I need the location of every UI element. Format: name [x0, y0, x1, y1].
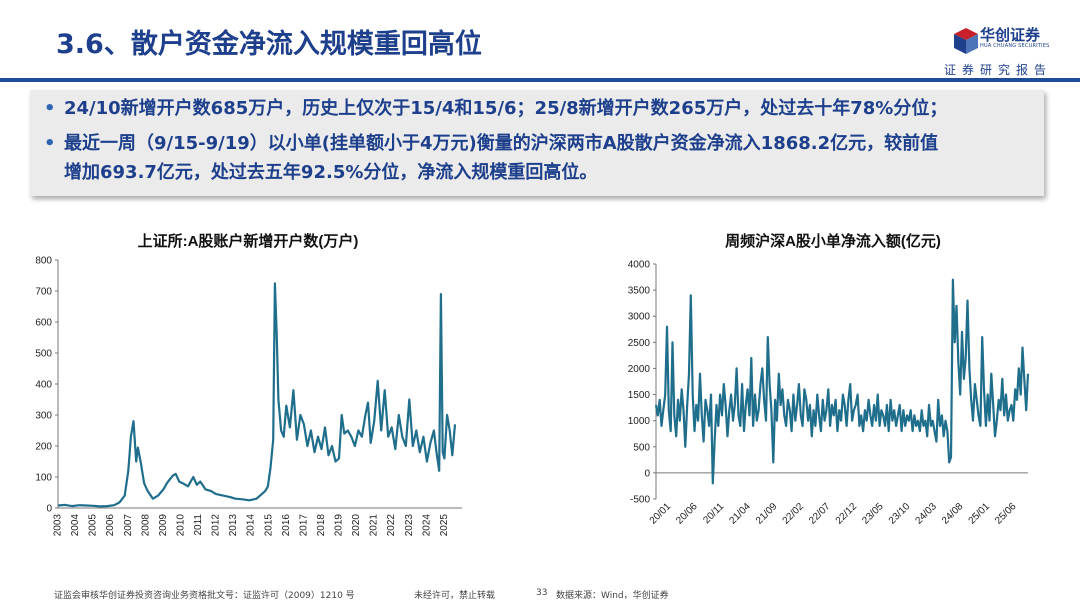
x-tick-label: 2019 [334, 514, 345, 537]
y-tick-label: 2500 [628, 338, 651, 349]
bullet-item: • 24/10新增开户数685万户，历史上仅次于15/4和15/6；25/8新增开… [44, 94, 947, 123]
x-tick-label: 2008 [140, 514, 151, 537]
x-tick-label: 24/03 [913, 501, 939, 527]
y-tick-label: 0 [46, 504, 52, 515]
x-tick-label: 21/04 [727, 501, 753, 527]
y-tick-label: 0 [644, 468, 650, 479]
data-series-line [57, 282, 457, 508]
page-title: 3.6、散户资金净流入规模重回高位 [56, 29, 482, 60]
x-tick-label: 2012 [211, 514, 222, 537]
x-tick-label: 22/12 [834, 501, 860, 527]
chart-title: 周频沪深A股小单净流入额(亿元) [725, 232, 941, 250]
bullet-text: 最近一周（9/15-9/19）以小单(挂单额小于4万元)衡量的沪深两市A股散户资… [64, 133, 939, 154]
y-tick-label: 3500 [628, 286, 651, 297]
chart-small-order-inflow: 周频沪深A股小单净流入额(亿元) -500 0 500 1000 1500 2000 2500… [628, 232, 1030, 527]
x-tick-label: 25/01 [967, 501, 993, 527]
x-tick-label: 2022 [386, 514, 397, 537]
x-tick-label: 21/09 [754, 501, 780, 527]
x-tick-label: 2023 [404, 514, 415, 537]
x-tick-label: 2005 [88, 514, 99, 537]
company-logo-icon [954, 28, 978, 54]
x-tick-label: 2010 [175, 514, 186, 537]
y-tick-label: 500 [633, 442, 650, 453]
y-tick-label: 100 [35, 473, 52, 484]
bullet-dot-icon: • [44, 133, 56, 154]
footer-license: 证监会审核华创证券投资咨询业务资格批文号：证监许可（2009）1210 号 [54, 591, 355, 601]
y-tick-label: 300 [35, 411, 52, 422]
x-tick-label: 23/05 [860, 501, 886, 527]
footer-notice: 未经许可，禁止转载 [414, 591, 496, 601]
chart-new-accounts: 上证所:A股账户新增开户数(万户) 0 100 200 300 400 500 600 700 8… [35, 232, 462, 537]
x-tick-label: 20/11 [701, 501, 726, 526]
x-tick-label: 25/06 [993, 501, 1019, 527]
x-tick-label: 20/06 [674, 501, 700, 527]
x-tick-label: 2006 [105, 514, 116, 537]
x-tick-label: 20/01 [648, 501, 674, 527]
x-tick-label: 2015 [263, 514, 274, 537]
y-tick-label: 600 [35, 318, 52, 329]
x-tick-label: 2016 [281, 514, 292, 537]
y-tick-label: 400 [35, 380, 52, 391]
x-tick-label: 2018 [316, 514, 327, 537]
report-tagline: 证券研究报告 [944, 63, 1053, 77]
bullet-item: • 最近一周（9/15-9/19）以小单(挂单额小于4万元)衡量的沪深两市A股散户… [44, 129, 1034, 187]
y-tick-label: 700 [35, 287, 52, 298]
footer-source: 数据来源：Wind，华创证券 [556, 591, 669, 601]
x-tick-label: 2021 [369, 514, 380, 537]
logo-company-name: 华创证券 [980, 26, 1041, 44]
y-tick-label: 800 [35, 256, 52, 267]
y-tick-label: 1500 [628, 390, 651, 401]
x-tick-label: 22/02 [781, 501, 807, 527]
x-tick-label: 2011 [193, 514, 204, 536]
x-tick-label: 2003 [53, 514, 64, 537]
y-tick-label: 2000 [628, 364, 651, 375]
y-tick-label: -500 [630, 495, 650, 506]
x-tick-label: 2004 [70, 514, 81, 537]
x-tick-label: 22/07 [807, 501, 833, 527]
x-tick-label: 2025 [439, 514, 450, 537]
bullet-dot-icon: • [44, 98, 56, 119]
y-tick-label: 1000 [628, 416, 651, 427]
footer-page-number: 33 [536, 588, 548, 598]
y-tick-label: 3000 [628, 312, 651, 323]
x-tick-label: 2014 [246, 514, 257, 537]
data-series-line [654, 278, 1030, 485]
bullet-text-continued: 增加693.7亿元，处过去五年92.5%分位，净流入规模重回高位。 [64, 162, 598, 183]
bullet-text: 24/10新增开户数685万户，历史上仅次于15/4和15/6；25/8新增开户… [64, 98, 948, 119]
x-tick-label: 23/10 [887, 501, 913, 527]
summary-box: • 24/10新增开户数685万户，历史上仅次于15/4和15/6；25/8新增开… [30, 90, 1044, 196]
header-divider [0, 78, 1080, 82]
y-tick-label: 200 [35, 442, 52, 453]
logo-company-name-en: HUA CHUANG SECURITIES [980, 43, 1050, 49]
x-tick-label: 2020 [351, 514, 362, 537]
x-tick-label: 2009 [158, 514, 169, 537]
x-tick-label: 2007 [123, 514, 134, 537]
x-tick-label: 2024 [421, 514, 432, 537]
chart-title: 上证所:A股账户新增开户数(万户) [138, 232, 359, 250]
y-tick-label: 500 [35, 349, 52, 360]
x-tick-label: 2017 [298, 514, 309, 537]
x-tick-label: 24/08 [940, 501, 966, 527]
x-tick-label: 2013 [228, 514, 239, 537]
y-tick-label: 4000 [628, 260, 651, 271]
